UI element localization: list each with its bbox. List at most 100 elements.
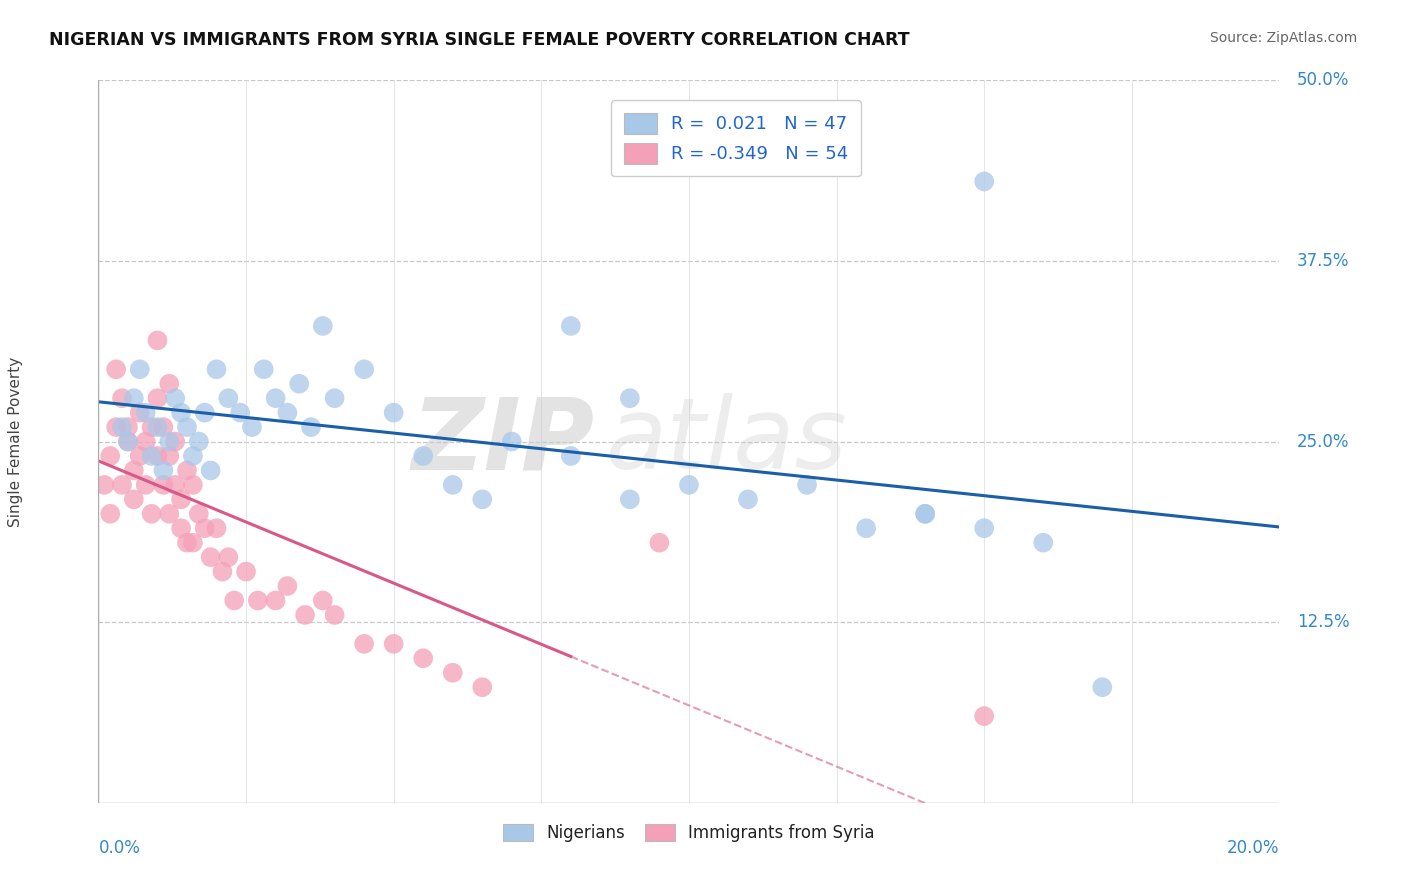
Point (796, 478, 818, 492)
Point (501, 434, 523, 449)
Point (323, 607, 346, 622)
Point (128, 406, 150, 420)
Point (441, 665, 464, 680)
Point (205, 362, 228, 376)
Point (93, 478, 115, 492)
Point (235, 565, 257, 579)
Point (619, 391, 641, 405)
Point (98, 507, 121, 521)
Text: 20.0%: 20.0% (1227, 838, 1279, 857)
Point (323, 391, 346, 405)
Point (194, 406, 217, 420)
Point (98, 449, 121, 463)
Text: NIGERIAN VS IMMIGRANTS FROM SYRIA SINGLE FEMALE POVERTY CORRELATION CHART: NIGERIAN VS IMMIGRANTS FROM SYRIA SINGLE… (49, 31, 910, 49)
Point (678, 478, 700, 492)
Point (157, 376, 180, 391)
Text: 50.0%: 50.0% (1298, 71, 1350, 89)
Point (181, 478, 204, 492)
Point (441, 478, 464, 492)
Point (135, 434, 157, 449)
Point (224, 593, 246, 607)
Point (157, 434, 180, 449)
Text: ZIP: ZIP (412, 393, 595, 490)
Point (471, 492, 494, 507)
Point (471, 680, 494, 694)
Point (560, 318, 582, 333)
Point (240, 420, 263, 434)
Point (194, 521, 217, 535)
Point (146, 449, 169, 463)
Point (165, 434, 187, 449)
Point (312, 593, 335, 607)
Point (135, 406, 157, 420)
Point (187, 434, 209, 449)
Point (181, 535, 204, 549)
Point (170, 406, 193, 420)
Point (135, 478, 157, 492)
Point (176, 535, 198, 549)
Point (141, 420, 163, 434)
Point (246, 593, 269, 607)
Point (170, 492, 193, 507)
Point (111, 420, 134, 434)
Point (855, 521, 877, 535)
Text: Single Female Poverty: Single Female Poverty (8, 357, 24, 526)
Point (117, 434, 139, 449)
Point (122, 463, 145, 477)
Point (205, 521, 228, 535)
Text: 12.5%: 12.5% (1298, 613, 1350, 632)
Point (141, 507, 163, 521)
Point (141, 449, 163, 463)
Point (181, 449, 204, 463)
Point (105, 362, 128, 376)
Point (152, 478, 174, 492)
Point (165, 391, 187, 405)
Point (170, 521, 193, 535)
Point (312, 318, 335, 333)
Point (146, 391, 169, 405)
Point (253, 362, 276, 376)
Point (176, 463, 198, 477)
Point (128, 362, 150, 376)
Point (973, 521, 995, 535)
Point (152, 463, 174, 477)
Point (122, 391, 145, 405)
Point (648, 535, 671, 549)
Point (914, 507, 936, 521)
Point (353, 637, 375, 651)
Point (619, 492, 641, 507)
Point (152, 420, 174, 434)
Point (560, 449, 582, 463)
Point (914, 507, 936, 521)
Point (737, 492, 759, 507)
Point (276, 406, 298, 420)
Point (111, 478, 134, 492)
Point (146, 334, 169, 348)
Point (117, 434, 139, 449)
Point (264, 593, 287, 607)
Point (412, 449, 434, 463)
Legend: Nigerians, Immigrants from Syria: Nigerians, Immigrants from Syria (496, 817, 882, 848)
Point (187, 507, 209, 521)
Point (382, 637, 405, 651)
Point (157, 507, 180, 521)
Point (353, 362, 375, 376)
Point (157, 449, 180, 463)
Point (111, 391, 134, 405)
Point (1032, 535, 1054, 549)
Point (973, 709, 995, 723)
Point (288, 376, 311, 391)
Point (412, 651, 434, 665)
Point (217, 550, 239, 565)
Point (200, 550, 222, 565)
Point (122, 492, 145, 507)
Point (264, 391, 287, 405)
Text: Source: ZipAtlas.com: Source: ZipAtlas.com (1209, 31, 1357, 45)
Point (299, 420, 322, 434)
Point (973, 174, 995, 188)
Point (117, 420, 139, 434)
Point (382, 406, 405, 420)
Text: 37.5%: 37.5% (1298, 252, 1350, 270)
Point (1091, 680, 1114, 694)
Text: 0.0%: 0.0% (98, 838, 141, 857)
